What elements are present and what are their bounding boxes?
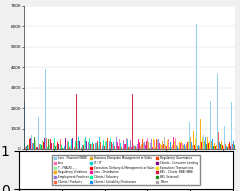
Legend: Loss - Financial (BBB), Loss, T - FRAUD - ..., Regulatory Violations, Employment: Loss - Financial (BBB), Loss, T - FRAUD … bbox=[52, 155, 200, 185]
